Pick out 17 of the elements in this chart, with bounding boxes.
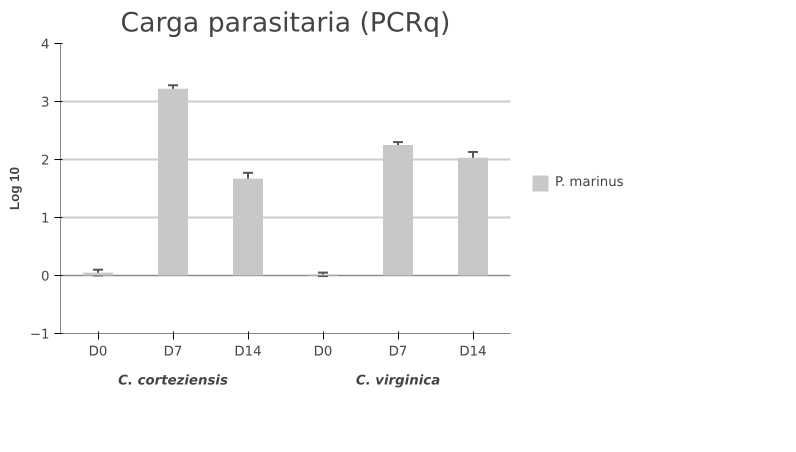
chart-title: Carga parasitaria (PCRq): [120, 8, 450, 38]
x-tick-label: D14: [459, 344, 487, 360]
y-tick-label: 1: [41, 212, 50, 226]
text: C. corteziensis: [118, 374, 228, 388]
y-tick-label: 2: [41, 154, 50, 168]
text: C. virginica: [356, 374, 440, 388]
legend-label: P. marinus: [555, 175, 624, 190]
y-tick-label: 0: [41, 270, 50, 284]
y-tick-label: 3: [41, 96, 50, 110]
x-tick-label: D0: [88, 344, 108, 360]
y-axis-title: Log 10: [6, 167, 22, 210]
x-tick-label: D7: [164, 344, 182, 360]
x-tick-label: D0: [314, 344, 332, 360]
y-tick-label: 4: [41, 38, 50, 52]
y-tick-label: −1: [30, 328, 50, 342]
x-tick-label: D7: [388, 344, 408, 360]
x-tick-label: D14: [234, 344, 262, 360]
